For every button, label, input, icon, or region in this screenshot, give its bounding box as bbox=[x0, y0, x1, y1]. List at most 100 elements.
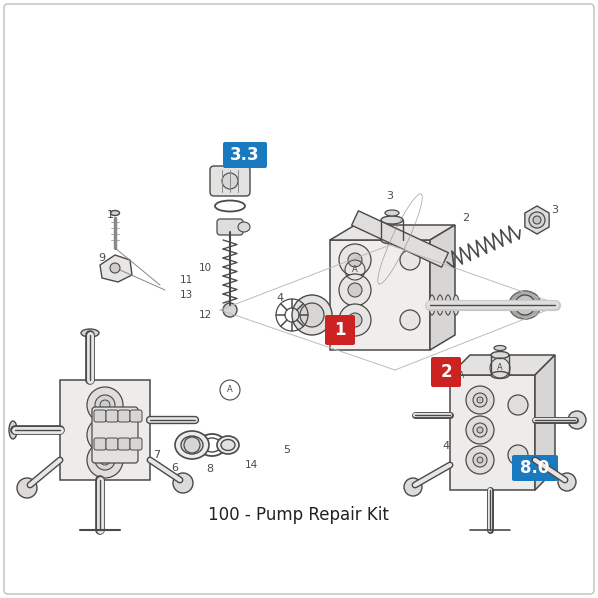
Polygon shape bbox=[525, 206, 549, 234]
FancyBboxPatch shape bbox=[217, 219, 243, 235]
FancyBboxPatch shape bbox=[106, 438, 118, 450]
Text: 4: 4 bbox=[443, 441, 450, 451]
Circle shape bbox=[348, 283, 362, 297]
Text: 2: 2 bbox=[440, 363, 452, 381]
FancyBboxPatch shape bbox=[106, 410, 118, 422]
Ellipse shape bbox=[445, 295, 451, 315]
Circle shape bbox=[222, 173, 238, 189]
Circle shape bbox=[515, 295, 535, 315]
Text: 9: 9 bbox=[99, 253, 106, 263]
FancyBboxPatch shape bbox=[118, 438, 130, 450]
Text: A: A bbox=[227, 386, 233, 395]
Circle shape bbox=[473, 393, 487, 407]
Polygon shape bbox=[450, 375, 535, 490]
Text: 8.0: 8.0 bbox=[520, 459, 550, 477]
Polygon shape bbox=[330, 240, 430, 350]
Text: 5: 5 bbox=[283, 445, 291, 455]
Text: 3: 3 bbox=[386, 191, 393, 201]
Circle shape bbox=[87, 442, 123, 478]
Text: 7: 7 bbox=[154, 450, 160, 460]
Ellipse shape bbox=[238, 222, 250, 232]
Circle shape bbox=[110, 263, 120, 273]
Ellipse shape bbox=[9, 421, 17, 439]
Text: 13: 13 bbox=[179, 290, 193, 300]
Circle shape bbox=[558, 473, 576, 491]
Circle shape bbox=[339, 244, 371, 276]
Ellipse shape bbox=[509, 291, 541, 319]
Text: A: A bbox=[497, 364, 503, 373]
Circle shape bbox=[348, 253, 362, 267]
Text: 10: 10 bbox=[199, 263, 212, 273]
FancyBboxPatch shape bbox=[431, 357, 461, 387]
Ellipse shape bbox=[494, 346, 506, 350]
Text: 8: 8 bbox=[206, 464, 213, 474]
Ellipse shape bbox=[381, 216, 403, 224]
Text: 1: 1 bbox=[334, 321, 346, 339]
Ellipse shape bbox=[111, 210, 120, 215]
Polygon shape bbox=[535, 355, 555, 490]
Circle shape bbox=[466, 446, 494, 474]
Ellipse shape bbox=[221, 440, 235, 450]
Circle shape bbox=[300, 303, 324, 327]
FancyBboxPatch shape bbox=[223, 142, 267, 168]
FancyBboxPatch shape bbox=[94, 438, 106, 450]
Text: A: A bbox=[352, 266, 358, 274]
Circle shape bbox=[466, 386, 494, 414]
FancyBboxPatch shape bbox=[210, 166, 250, 196]
Circle shape bbox=[87, 387, 123, 423]
FancyBboxPatch shape bbox=[130, 438, 142, 450]
Circle shape bbox=[95, 450, 115, 470]
Ellipse shape bbox=[437, 295, 443, 315]
Text: 2: 2 bbox=[462, 213, 469, 223]
Circle shape bbox=[400, 310, 420, 330]
Circle shape bbox=[95, 395, 115, 415]
FancyBboxPatch shape bbox=[94, 410, 106, 422]
Polygon shape bbox=[450, 355, 555, 375]
Ellipse shape bbox=[491, 371, 509, 379]
FancyBboxPatch shape bbox=[325, 315, 355, 345]
Circle shape bbox=[100, 430, 110, 440]
Text: 100 - Pump Repair Kit: 100 - Pump Repair Kit bbox=[208, 506, 389, 524]
Circle shape bbox=[173, 473, 193, 493]
Polygon shape bbox=[330, 225, 455, 240]
Circle shape bbox=[17, 478, 37, 498]
FancyBboxPatch shape bbox=[130, 410, 142, 422]
Text: 3.3: 3.3 bbox=[230, 146, 260, 164]
Circle shape bbox=[404, 478, 422, 496]
Circle shape bbox=[292, 295, 332, 335]
FancyBboxPatch shape bbox=[4, 4, 594, 594]
Circle shape bbox=[95, 425, 115, 445]
FancyBboxPatch shape bbox=[118, 410, 130, 422]
FancyBboxPatch shape bbox=[512, 455, 558, 481]
Ellipse shape bbox=[217, 436, 239, 454]
Circle shape bbox=[348, 313, 362, 327]
Circle shape bbox=[339, 274, 371, 306]
Circle shape bbox=[400, 250, 420, 270]
Circle shape bbox=[533, 216, 541, 224]
Ellipse shape bbox=[429, 295, 435, 315]
Circle shape bbox=[568, 411, 586, 429]
Circle shape bbox=[339, 304, 371, 336]
Circle shape bbox=[529, 212, 545, 228]
Text: A: A bbox=[459, 371, 465, 380]
Ellipse shape bbox=[175, 431, 209, 459]
Polygon shape bbox=[430, 225, 455, 350]
Circle shape bbox=[473, 423, 487, 437]
Text: 4: 4 bbox=[276, 293, 283, 303]
Text: 11: 11 bbox=[179, 275, 193, 285]
Ellipse shape bbox=[181, 436, 203, 454]
Circle shape bbox=[466, 416, 494, 444]
Circle shape bbox=[508, 445, 528, 465]
Circle shape bbox=[508, 395, 528, 415]
Text: 3: 3 bbox=[551, 205, 559, 215]
Polygon shape bbox=[352, 210, 448, 267]
Circle shape bbox=[477, 427, 483, 433]
Polygon shape bbox=[100, 255, 132, 282]
Circle shape bbox=[100, 455, 110, 465]
Circle shape bbox=[87, 417, 123, 453]
Circle shape bbox=[473, 453, 487, 467]
Text: 12: 12 bbox=[199, 310, 212, 320]
Ellipse shape bbox=[453, 295, 459, 315]
Text: 14: 14 bbox=[245, 460, 258, 470]
Text: 1: 1 bbox=[106, 210, 114, 220]
